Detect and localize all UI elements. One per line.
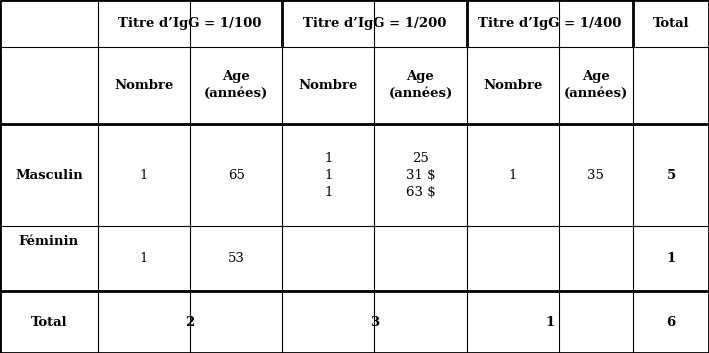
Text: Masculin: Masculin <box>15 169 83 181</box>
Text: Age
(années): Age (années) <box>564 71 628 100</box>
Text: Titre d’IgG = 1/100: Titre d’IgG = 1/100 <box>118 17 262 30</box>
Text: Nombre: Nombre <box>298 79 358 92</box>
Text: 1: 1 <box>545 316 554 329</box>
Text: 65: 65 <box>228 169 245 181</box>
Text: 1: 1 <box>666 252 676 265</box>
Text: 5: 5 <box>666 169 676 181</box>
Text: Age
(années): Age (années) <box>389 71 452 100</box>
Text: 1: 1 <box>140 252 148 265</box>
Text: Titre d’IgG = 1/200: Titre d’IgG = 1/200 <box>303 17 446 30</box>
Text: Nombre: Nombre <box>483 79 542 92</box>
Text: Total: Total <box>30 316 67 329</box>
Text: 1: 1 <box>508 169 517 181</box>
Text: 3: 3 <box>370 316 379 329</box>
Text: Age
(années): Age (années) <box>204 71 268 100</box>
Text: Nombre: Nombre <box>114 79 174 92</box>
Text: Total: Total <box>653 17 689 30</box>
Text: 1: 1 <box>140 169 148 181</box>
Text: 2: 2 <box>185 316 195 329</box>
Text: 35: 35 <box>588 169 604 181</box>
Text: 53: 53 <box>228 252 245 265</box>
Text: 6: 6 <box>666 316 676 329</box>
Text: 25
31 $
63 $: 25 31 $ 63 $ <box>406 151 435 199</box>
Text: Féminin: Féminin <box>19 235 79 248</box>
Text: Titre d’IgG = 1/400: Titre d’IgG = 1/400 <box>478 17 622 30</box>
Text: 1
1
1: 1 1 1 <box>324 151 333 199</box>
